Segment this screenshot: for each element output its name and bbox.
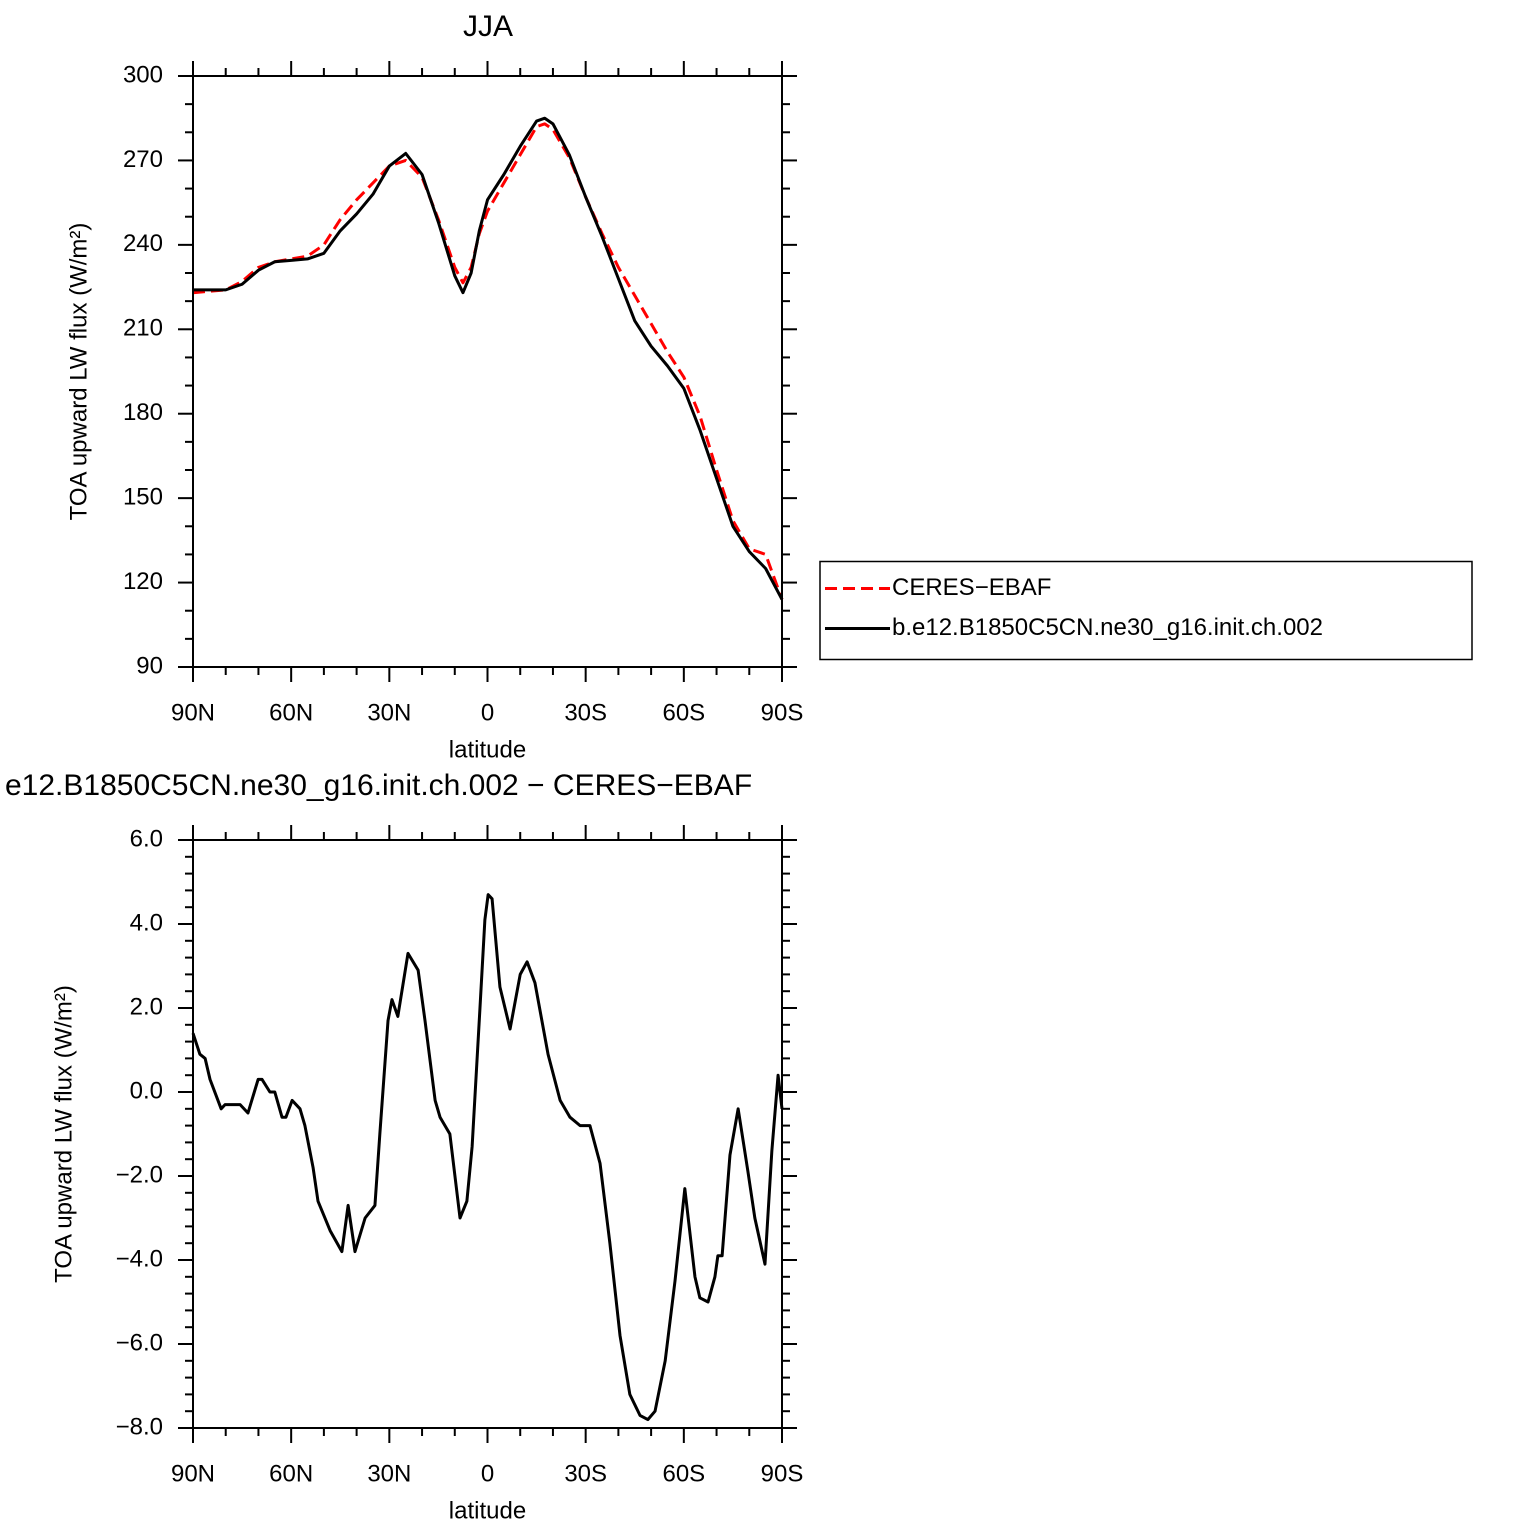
plot-frame <box>192 839 783 1429</box>
y-tick-label: 210 <box>123 315 163 342</box>
y-tick-label: −4.0 <box>116 1245 163 1272</box>
y-axis-label: TOA upward LW flux (W/m²) <box>50 985 77 1283</box>
y-tick-label: 4.0 <box>130 909 163 936</box>
chart-title: e12.B1850C5CN.ne30_g16.init.ch.002 − CER… <box>5 769 752 802</box>
x-tick-label: 30N <box>367 1460 411 1487</box>
legend-label: b.e12.B1850C5CN.ne30_g16.init.ch.002 <box>892 614 1323 641</box>
legend-label: CERES−EBAF <box>892 574 1051 601</box>
x-axis-label: latitude <box>449 736 526 763</box>
y-tick-label: 90 <box>136 652 163 679</box>
data-line <box>191 893 784 1422</box>
legend-box <box>819 560 1473 661</box>
x-tick-label: 30S <box>564 1460 607 1487</box>
data-line <box>193 116 784 601</box>
y-tick-label: 150 <box>123 483 163 510</box>
x-axis-label: latitude <box>449 1497 526 1524</box>
chart-title: JJA <box>463 10 513 43</box>
x-tick-label: 90S <box>761 1460 804 1487</box>
x-tick-label: 90S <box>761 699 804 726</box>
y-tick-label: 120 <box>123 568 163 595</box>
x-tick-label: 60S <box>662 1460 705 1487</box>
x-tick-label: 30S <box>564 699 607 726</box>
y-tick-label: 0.0 <box>130 1077 163 1104</box>
y-tick-label: 270 <box>123 146 163 173</box>
y-tick-label: 300 <box>123 61 163 88</box>
x-tick-label: 60N <box>269 1460 313 1487</box>
y-tick-label: −2.0 <box>116 1161 163 1188</box>
y-tick-label: −6.0 <box>116 1329 163 1356</box>
y-tick-label: 240 <box>123 230 163 257</box>
y-tick-label: 180 <box>123 399 163 426</box>
data-line <box>192 122 784 600</box>
y-axis-label: TOA upward LW flux (W/m²) <box>65 223 92 521</box>
x-tick-label: 90N <box>171 1460 215 1487</box>
y-tick-label: −8.0 <box>116 1413 163 1440</box>
x-tick-label: 60S <box>662 699 705 726</box>
x-tick-label: 90N <box>171 699 215 726</box>
y-tick-label: 2.0 <box>130 993 163 1020</box>
plot-frame <box>192 75 783 668</box>
x-tick-label: 30N <box>367 699 411 726</box>
x-tick-label: 0 <box>481 1460 494 1487</box>
x-tick-label: 60N <box>269 699 313 726</box>
y-tick-label: 6.0 <box>130 825 163 852</box>
x-tick-label: 0 <box>481 699 494 726</box>
